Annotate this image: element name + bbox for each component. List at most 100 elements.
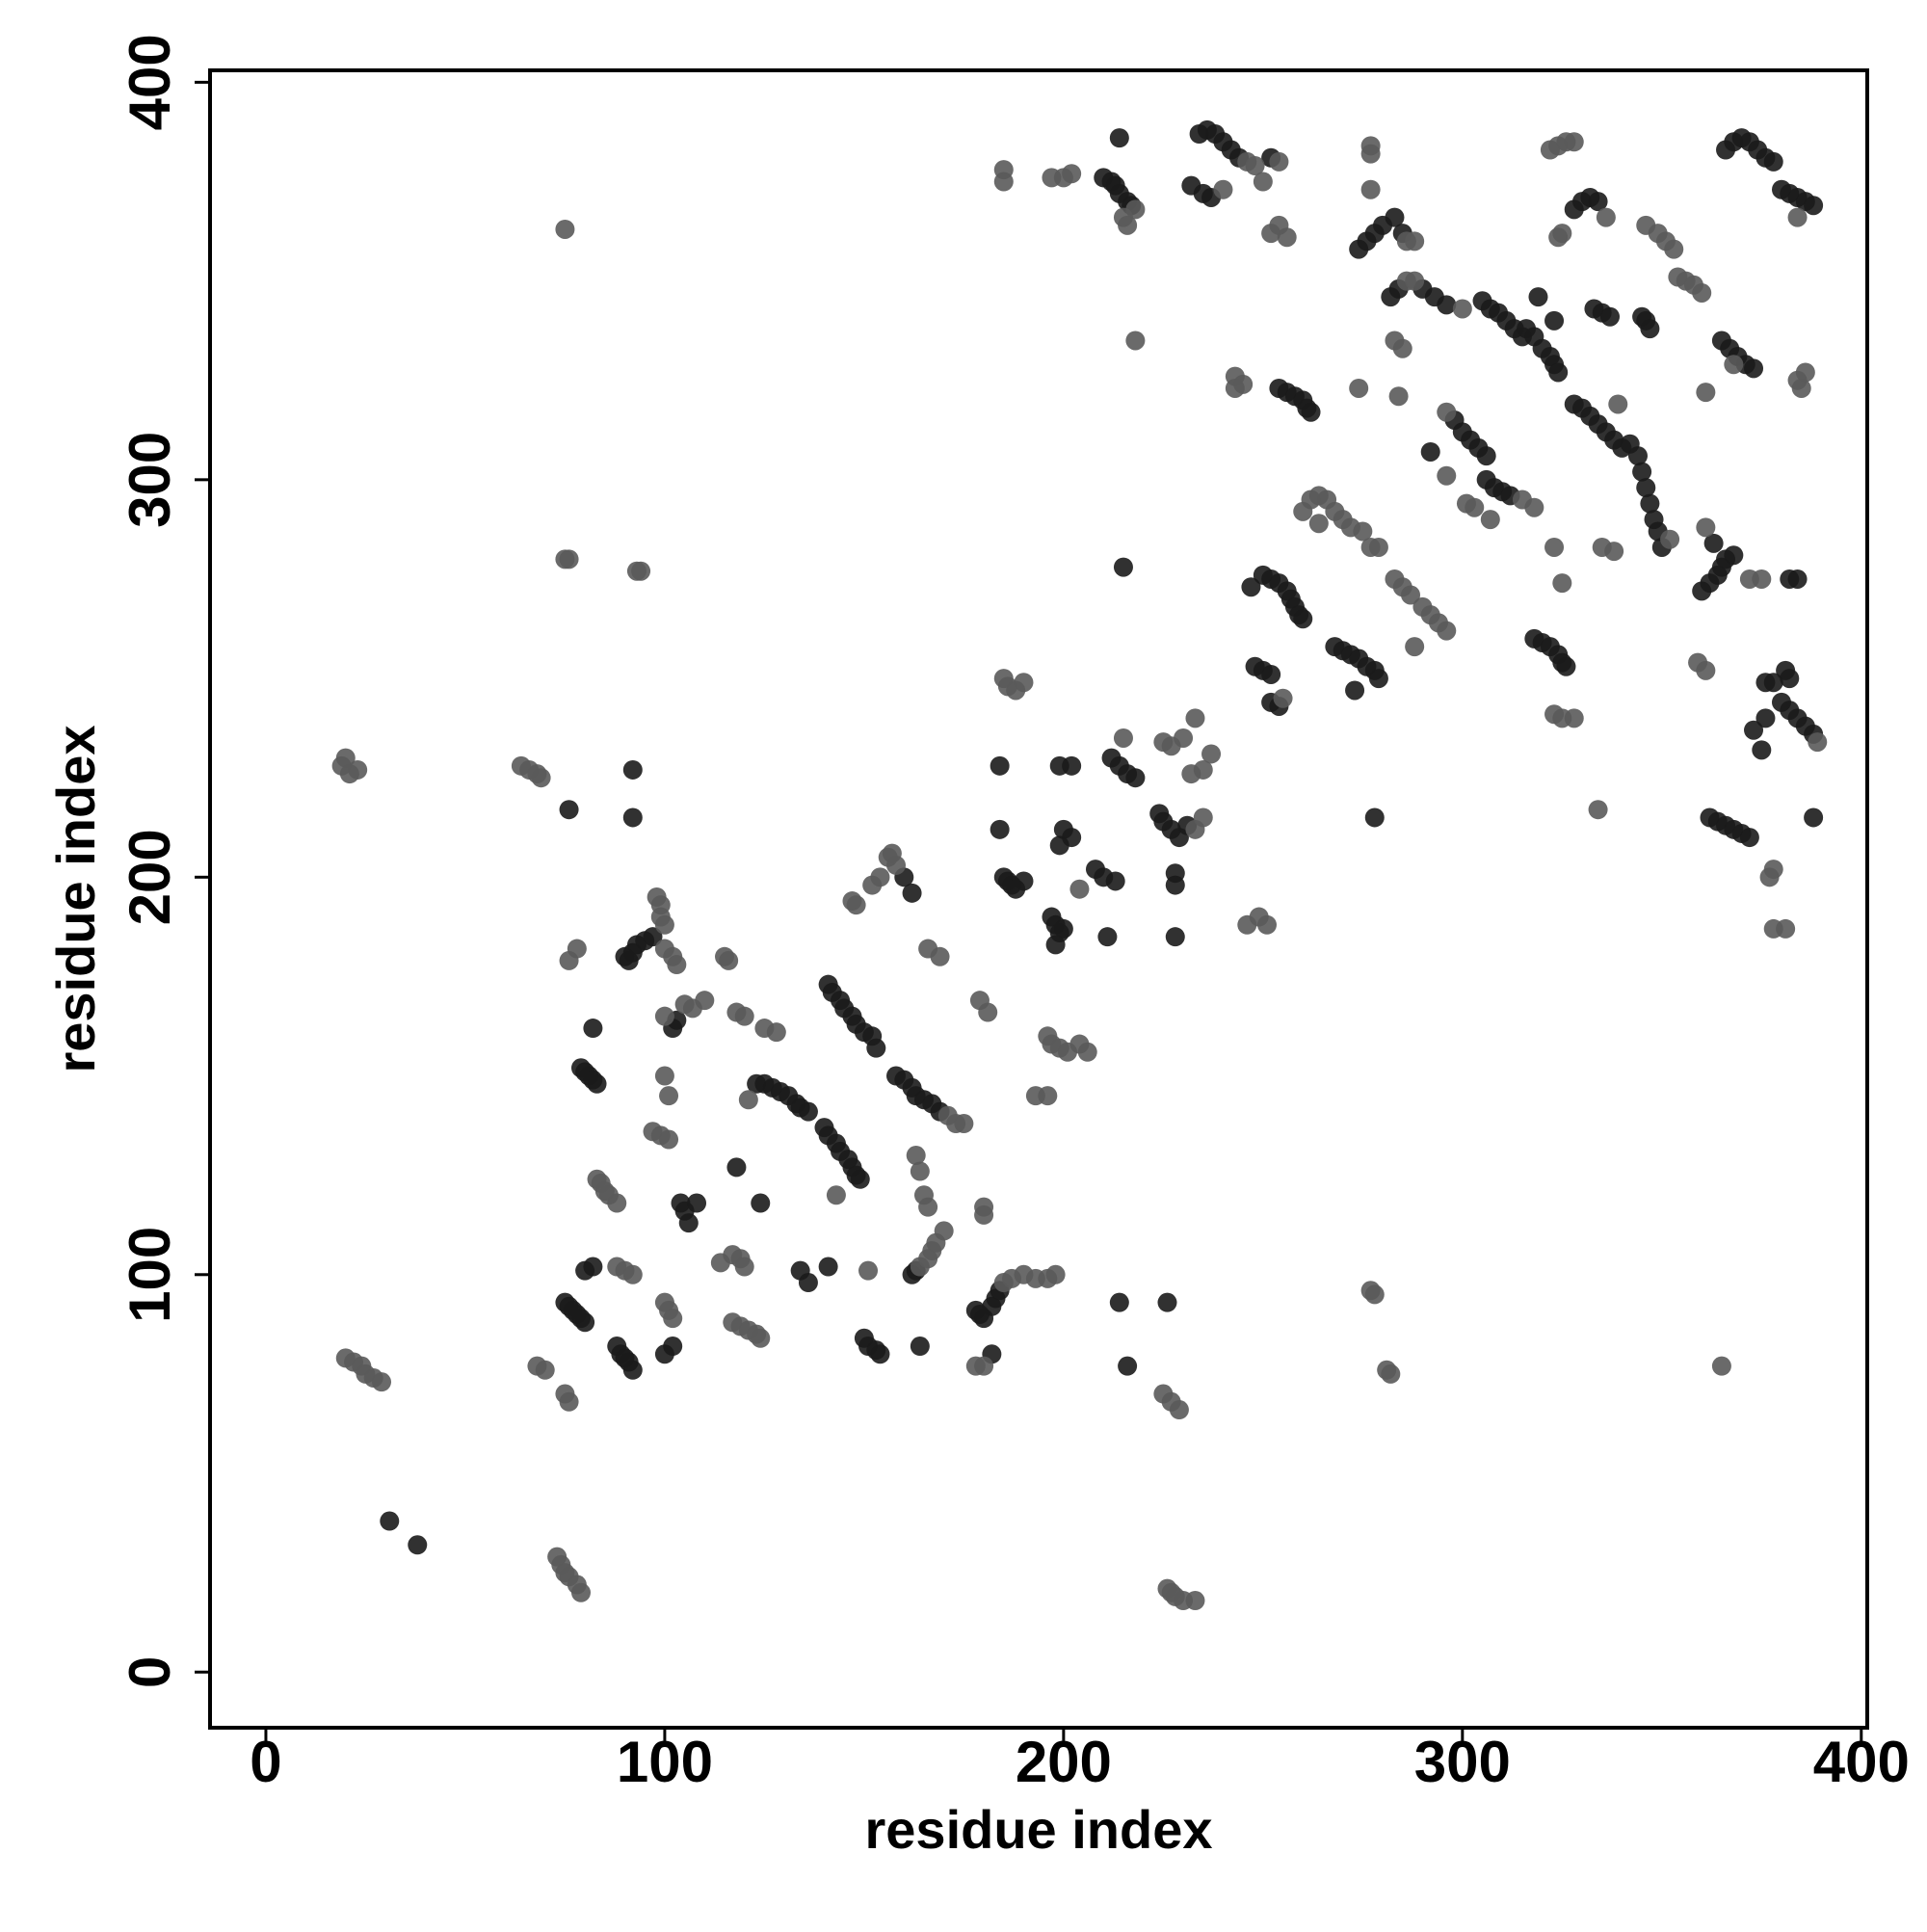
y-tick-label: 400 (118, 34, 182, 130)
point (1165, 927, 1185, 947)
point (1465, 497, 1485, 517)
point (1360, 179, 1381, 199)
point (910, 1337, 930, 1357)
point (583, 1257, 603, 1277)
point (846, 895, 866, 915)
point (1241, 577, 1261, 597)
point (1293, 501, 1313, 521)
point (1273, 688, 1293, 708)
point (1053, 918, 1073, 939)
point (622, 1360, 643, 1380)
point (870, 867, 890, 887)
point (818, 1257, 838, 1277)
point (798, 1101, 818, 1122)
point (372, 1372, 392, 1392)
point (531, 768, 551, 788)
point (575, 1312, 595, 1333)
point (587, 1073, 607, 1094)
point (1381, 1363, 1401, 1384)
x-tick-label: 400 (1813, 1730, 1910, 1794)
point (1038, 1086, 1058, 1106)
point (1552, 573, 1572, 594)
point (659, 1129, 679, 1150)
point (1105, 871, 1125, 891)
point (559, 1391, 579, 1412)
point (1077, 1042, 1097, 1062)
point (1640, 493, 1660, 514)
point (1125, 331, 1146, 351)
point (1552, 224, 1572, 244)
plot-frame (208, 68, 1869, 1730)
point (555, 219, 575, 239)
point (583, 1019, 603, 1039)
point (1476, 446, 1496, 466)
point (1744, 720, 1764, 740)
point (622, 807, 643, 828)
point (695, 991, 715, 1011)
point (1193, 759, 1213, 780)
point (798, 1273, 818, 1293)
point (1787, 569, 1808, 589)
point (1165, 875, 1185, 895)
point (826, 1185, 846, 1205)
point (1599, 306, 1620, 327)
x-axis-title: residue index (864, 1799, 1212, 1860)
point (1548, 362, 1569, 383)
point (858, 1260, 879, 1281)
point (1368, 537, 1388, 557)
point (1125, 768, 1146, 788)
point (1353, 521, 1373, 542)
point (974, 1204, 994, 1225)
x-tick-label: 100 (617, 1730, 713, 1794)
point (667, 955, 687, 975)
point (654, 914, 674, 935)
point (1193, 807, 1213, 828)
point (751, 1193, 771, 1213)
point (1437, 295, 1457, 315)
point (1692, 282, 1712, 303)
point (1062, 828, 1082, 848)
point (1062, 755, 1082, 776)
point (1185, 708, 1205, 728)
point (559, 800, 579, 820)
point (1755, 708, 1776, 728)
point (1345, 680, 1365, 701)
point (1420, 441, 1440, 462)
point (348, 759, 368, 780)
point (1360, 144, 1381, 164)
point (1752, 569, 1772, 589)
point (751, 1328, 771, 1348)
point (734, 1006, 754, 1026)
point (1452, 299, 1472, 319)
point (1157, 1292, 1177, 1312)
point (1293, 609, 1313, 629)
point (910, 1161, 930, 1181)
point (1253, 172, 1273, 192)
point (1169, 1400, 1189, 1420)
point (1349, 378, 1369, 398)
x-tick-label: 300 (1414, 1730, 1511, 1794)
point (1724, 355, 1744, 375)
y-tick-label: 0 (118, 1656, 182, 1688)
point (930, 946, 950, 966)
point (1744, 358, 1764, 379)
point (1401, 585, 1421, 605)
point (1014, 871, 1034, 891)
point (1627, 446, 1648, 466)
point (734, 1257, 754, 1277)
point (408, 1535, 428, 1555)
x-tick-label: 0 (250, 1730, 281, 1794)
point (1696, 660, 1716, 680)
point (626, 561, 647, 581)
point (1364, 807, 1385, 828)
point (1405, 271, 1425, 291)
point (1780, 669, 1800, 689)
point (1804, 807, 1824, 828)
point (1113, 557, 1133, 577)
point (1604, 542, 1624, 562)
point (1069, 879, 1090, 899)
point (687, 1193, 707, 1213)
point (1696, 383, 1716, 403)
point (906, 1146, 926, 1166)
